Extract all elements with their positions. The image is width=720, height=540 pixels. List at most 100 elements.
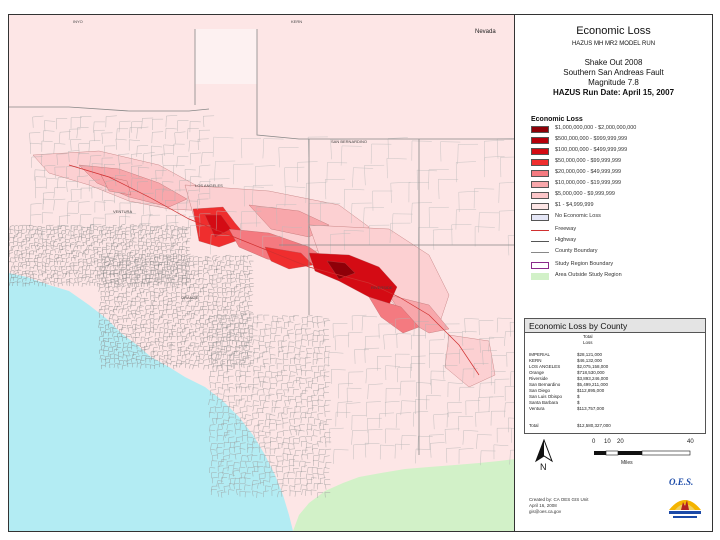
county-name: Ventura [529, 406, 545, 411]
map-no-loss-area [195, 29, 257, 84]
zone-sb-extreme [326, 260, 356, 280]
county-value: $718,530,000 [577, 370, 605, 375]
credits-line-2: April 16, 2008 [529, 503, 557, 508]
zone-riverside-mid [368, 296, 420, 334]
legend-swatch [531, 181, 549, 188]
map-canvas[interactable] [9, 15, 515, 531]
county-name: IMPERIAL [529, 352, 551, 357]
total-label: Total [529, 423, 539, 428]
county-name: LOS ANGELES [529, 364, 561, 369]
scale-bar [594, 450, 691, 456]
legend-label: $1 - $4,999,999 [555, 202, 594, 208]
legend-swatch [531, 192, 549, 199]
legend-label: $100,000,000 - $499,999,999 [555, 147, 628, 153]
county-value: $ [577, 394, 580, 399]
county-value: $46,132,000 [577, 358, 603, 363]
county-name: San Diego [529, 388, 551, 393]
legend-label: $5,000,000 - $9,999,999 [555, 191, 615, 197]
tract-grid [98, 253, 255, 370]
legend-label: No Economic Loss [555, 213, 601, 219]
legend-swatch [531, 148, 549, 155]
county-value: $113,757,000 [577, 406, 605, 411]
tract-grid [208, 314, 332, 499]
county-name: San Bernardino [529, 382, 561, 387]
map-title: Economic Loss [576, 25, 651, 37]
run-date: HAZUS Run Date: April 15, 2007 [552, 88, 675, 97]
map-outside-region [293, 459, 515, 531]
tract-grid [29, 115, 215, 241]
scenario-code: HAZUS MH MR2 MODEL RUN [571, 41, 656, 47]
table-row: KERN $46,132,000 [529, 358, 629, 364]
credits: Created by: CA OES GIS Unit April 16, 20… [529, 497, 589, 515]
legend-swatch [531, 214, 549, 221]
north-arrow-letter: N [540, 462, 547, 472]
county-value: $28,121,000 [577, 352, 603, 357]
county-loss-header: Economic Loss by County [525, 319, 705, 333]
logo-text: O.E.S. [669, 477, 694, 487]
legend-label: $1,000,000,000 - $2,000,000,000 [555, 125, 637, 131]
map-label-north-mid: KERN [291, 19, 303, 24]
county-name: San Luis Obispo [529, 394, 563, 399]
oes-logo: O.E.S. [663, 477, 707, 525]
tract-grid [209, 136, 515, 256]
zone-la-very-high [204, 214, 232, 238]
legend-label: County Boundary [555, 248, 598, 254]
map-label-north-top: INYO [73, 19, 83, 24]
tract-grid [9, 224, 191, 287]
table-row: LOS ANGELES $2,075,158,000 [529, 364, 629, 370]
legend-line-symbol [531, 230, 549, 231]
legend-label: Freeway [555, 226, 577, 232]
total-value: $12,580,327,000 [577, 423, 611, 428]
map-frame[interactable]: INYO KERN Nevada VENTURA LOS ANGELES SAN… [8, 14, 516, 532]
county-boundary-line [9, 29, 515, 455]
scale-tick-40: 40 [687, 439, 694, 445]
table-row: Ventura $113,757,000 [529, 406, 629, 412]
legend-swatch [531, 262, 549, 269]
tract-grid [327, 314, 515, 466]
seal-icon [669, 500, 701, 518]
legend-swatch [531, 137, 549, 144]
scale-tick-10: 10 [604, 439, 611, 445]
legend-line-symbol [531, 241, 549, 242]
col-header-total: Total [583, 334, 593, 339]
map-label-orange: ORANGE [181, 295, 199, 300]
credits-line-1: Created by: CA OES GIS Unit [529, 497, 589, 502]
legend-line-symbol [531, 252, 549, 253]
table-row: Riverside $3,893,246,000 [529, 376, 629, 382]
legend-label: $20,000,000 - $49,999,999 [555, 169, 622, 175]
legend-heading: Economic Loss [531, 116, 583, 123]
legend-label: Study Region Boundary [555, 261, 614, 267]
legend-panel: Economic Loss HAZUS MH MR2 MODEL RUN Sha… [514, 14, 713, 532]
legend-swatch [531, 203, 549, 210]
map-label-ventura: VENTURA [113, 209, 133, 214]
magnitude: Magnitude 7.8 [588, 78, 639, 87]
county-loss-title: Economic Loss by County [529, 321, 628, 331]
map-label-san-bernardino: SAN BERNARDINO [331, 139, 368, 144]
table-row: San Bernardino $5,499,211,000 [529, 382, 629, 388]
legend-swatch [531, 273, 549, 280]
credits-line-3: gis@oes.ca.gov [529, 509, 562, 514]
county-value: $2,075,158,000 [577, 364, 609, 369]
legend-swatch [531, 159, 549, 166]
tract-boundaries [9, 115, 515, 499]
legend-label: Area Outside Study Region [555, 272, 622, 278]
legend-label: $50,000,000 - $99,999,999 [555, 158, 622, 164]
county-value: $ [577, 400, 580, 405]
table-row: Santa Barbara $ [529, 400, 629, 406]
map-label-los-angeles: LOS ANGELES [195, 183, 223, 188]
scale-tick-20: 20 [617, 439, 624, 445]
county-value: $5,499,211,000 [577, 382, 608, 387]
legend-swatch [531, 170, 549, 177]
county-name: Santa Barbara [529, 400, 559, 405]
fault-line [68, 164, 480, 376]
scale-tick-0: 0 [592, 439, 596, 445]
event-name: Shake Out 2008 [584, 58, 643, 67]
map-label-nevada: Nevada [475, 29, 496, 35]
county-loss-table: Economic Loss by County Total Loss IMPER… [524, 318, 706, 434]
map-label-riverside: RIVERSIDE [371, 285, 393, 290]
county-value: $112,895,000 [577, 388, 605, 393]
legend-label: $10,000,000 - $19,999,999 [555, 180, 622, 186]
legend-swatch [531, 126, 549, 133]
north-arrow-icon [535, 439, 553, 463]
scale-unit: Miles [621, 460, 633, 466]
